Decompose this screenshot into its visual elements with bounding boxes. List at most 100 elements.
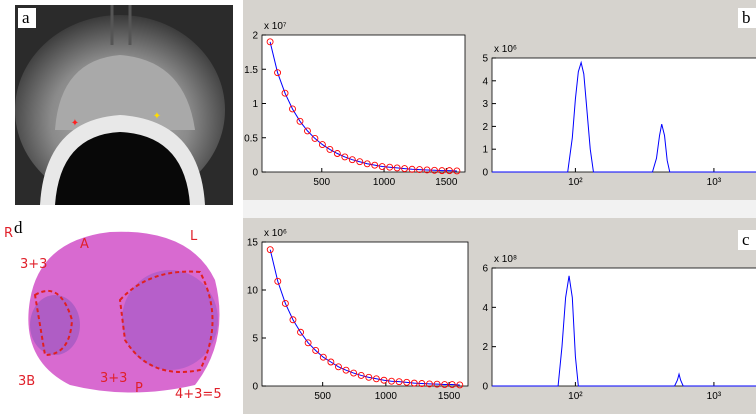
data-marker (297, 328, 304, 336)
data-marker (341, 153, 349, 161)
x-tick-label: 500 (314, 391, 331, 402)
panel-label: a (22, 8, 30, 27)
data-marker (371, 161, 379, 169)
x-tick-label: 10² (568, 177, 583, 188)
data-marker (312, 347, 320, 354)
data-marker (386, 163, 394, 171)
handwritten-annotation: 3+3 (20, 257, 47, 272)
data-marker (403, 378, 411, 386)
plot-area (491, 267, 756, 387)
data-marker (304, 339, 312, 347)
data-marker (441, 381, 449, 389)
handwritten-annotation: P (135, 381, 143, 396)
y-tick-label: 10 (247, 286, 259, 297)
handwritten-annotation: L (190, 229, 198, 244)
plot-area (261, 241, 469, 387)
data-marker (289, 316, 297, 324)
data-marker (423, 166, 431, 174)
data-marker (395, 378, 403, 386)
panel-label: b (742, 8, 751, 27)
data-marker (350, 369, 358, 377)
data-marker (453, 167, 461, 175)
y-tick-label: 1 (482, 145, 488, 156)
handwritten-annotation: A (80, 237, 89, 252)
y-tick-label: 2 (482, 342, 488, 353)
data-marker (438, 167, 446, 175)
data-marker (410, 379, 418, 387)
data-marker (296, 117, 304, 125)
data-marker (319, 353, 327, 361)
y-tick-label: 4 (482, 76, 488, 87)
data-marker (393, 164, 401, 172)
data-marker (388, 377, 395, 385)
data-marker (433, 380, 441, 388)
data-marker (380, 376, 388, 384)
data-line (269, 41, 457, 172)
data-marker (281, 299, 289, 307)
x-tick-label: 1500 (438, 391, 461, 402)
x-tick-label: 10³ (707, 177, 722, 188)
data-marker (378, 163, 386, 170)
data-marker (445, 167, 453, 175)
panel-label: c (742, 230, 750, 249)
y-tick-label: 6 (482, 264, 488, 275)
y-tick-label: 0.5 (244, 133, 258, 144)
data-marker (311, 134, 319, 142)
data-marker (363, 160, 371, 168)
x-tick-label: 500 (313, 177, 330, 188)
data-marker (372, 375, 380, 383)
data-line (492, 275, 756, 387)
y-tick-label: 4 (482, 303, 488, 314)
data-marker (318, 141, 326, 149)
y-tick-label: 2 (482, 122, 488, 133)
y-tick-label: 1 (252, 99, 258, 110)
x-tick-label: 1500 (435, 177, 458, 188)
data-marker (401, 165, 409, 173)
x-tick-label: 1000 (375, 391, 398, 402)
x-tick-label: 10² (568, 391, 583, 402)
plot-area (261, 34, 466, 173)
data-marker (281, 89, 289, 97)
y-tick-label: 3 (482, 99, 488, 110)
handwritten-annotation: 4+3=5 (175, 387, 222, 402)
axis-multiplier: x 10⁶ (264, 228, 287, 239)
y-tick-label: 0 (252, 382, 258, 393)
data-line (269, 249, 460, 386)
data-marker (365, 373, 373, 381)
panel-label-box (738, 230, 756, 250)
data-marker (266, 246, 274, 254)
y-tick-label: 0 (482, 168, 488, 179)
handwritten-annotation: 3+3 (100, 371, 127, 386)
data-marker (416, 166, 423, 174)
mri-image: ✦ ✦ (15, 5, 233, 205)
data-marker (333, 150, 341, 157)
data-marker (348, 156, 356, 164)
data-marker (456, 381, 464, 389)
axis-multiplier: x 10⁷ (264, 21, 287, 32)
x-tick-label: 1000 (373, 177, 396, 188)
data-line (492, 60, 756, 173)
handwritten-annotation: R (4, 226, 13, 241)
handwritten-annotation: 3B (18, 374, 35, 389)
y-tick-label: 0 (482, 382, 488, 393)
y-tick-label: 2 (252, 31, 258, 42)
axis-multiplier: x 10⁸ (494, 254, 517, 265)
data-marker (274, 69, 282, 77)
panel-label-box (738, 8, 756, 28)
data-marker (266, 38, 274, 46)
y-tick-label: 1.5 (244, 65, 258, 76)
x-tick-label: 10³ (707, 391, 722, 402)
svg-text:✦: ✦ (153, 111, 161, 122)
data-marker (289, 105, 296, 113)
panel-label: d (14, 218, 23, 237)
data-marker (304, 127, 311, 135)
data-marker (448, 381, 456, 389)
data-marker (431, 166, 438, 174)
y-tick-label: 5 (482, 54, 488, 65)
data-marker (408, 165, 416, 173)
data-marker (418, 380, 426, 387)
data-marker (342, 366, 350, 374)
data-marker (357, 371, 365, 379)
panel-label-box (18, 8, 36, 28)
